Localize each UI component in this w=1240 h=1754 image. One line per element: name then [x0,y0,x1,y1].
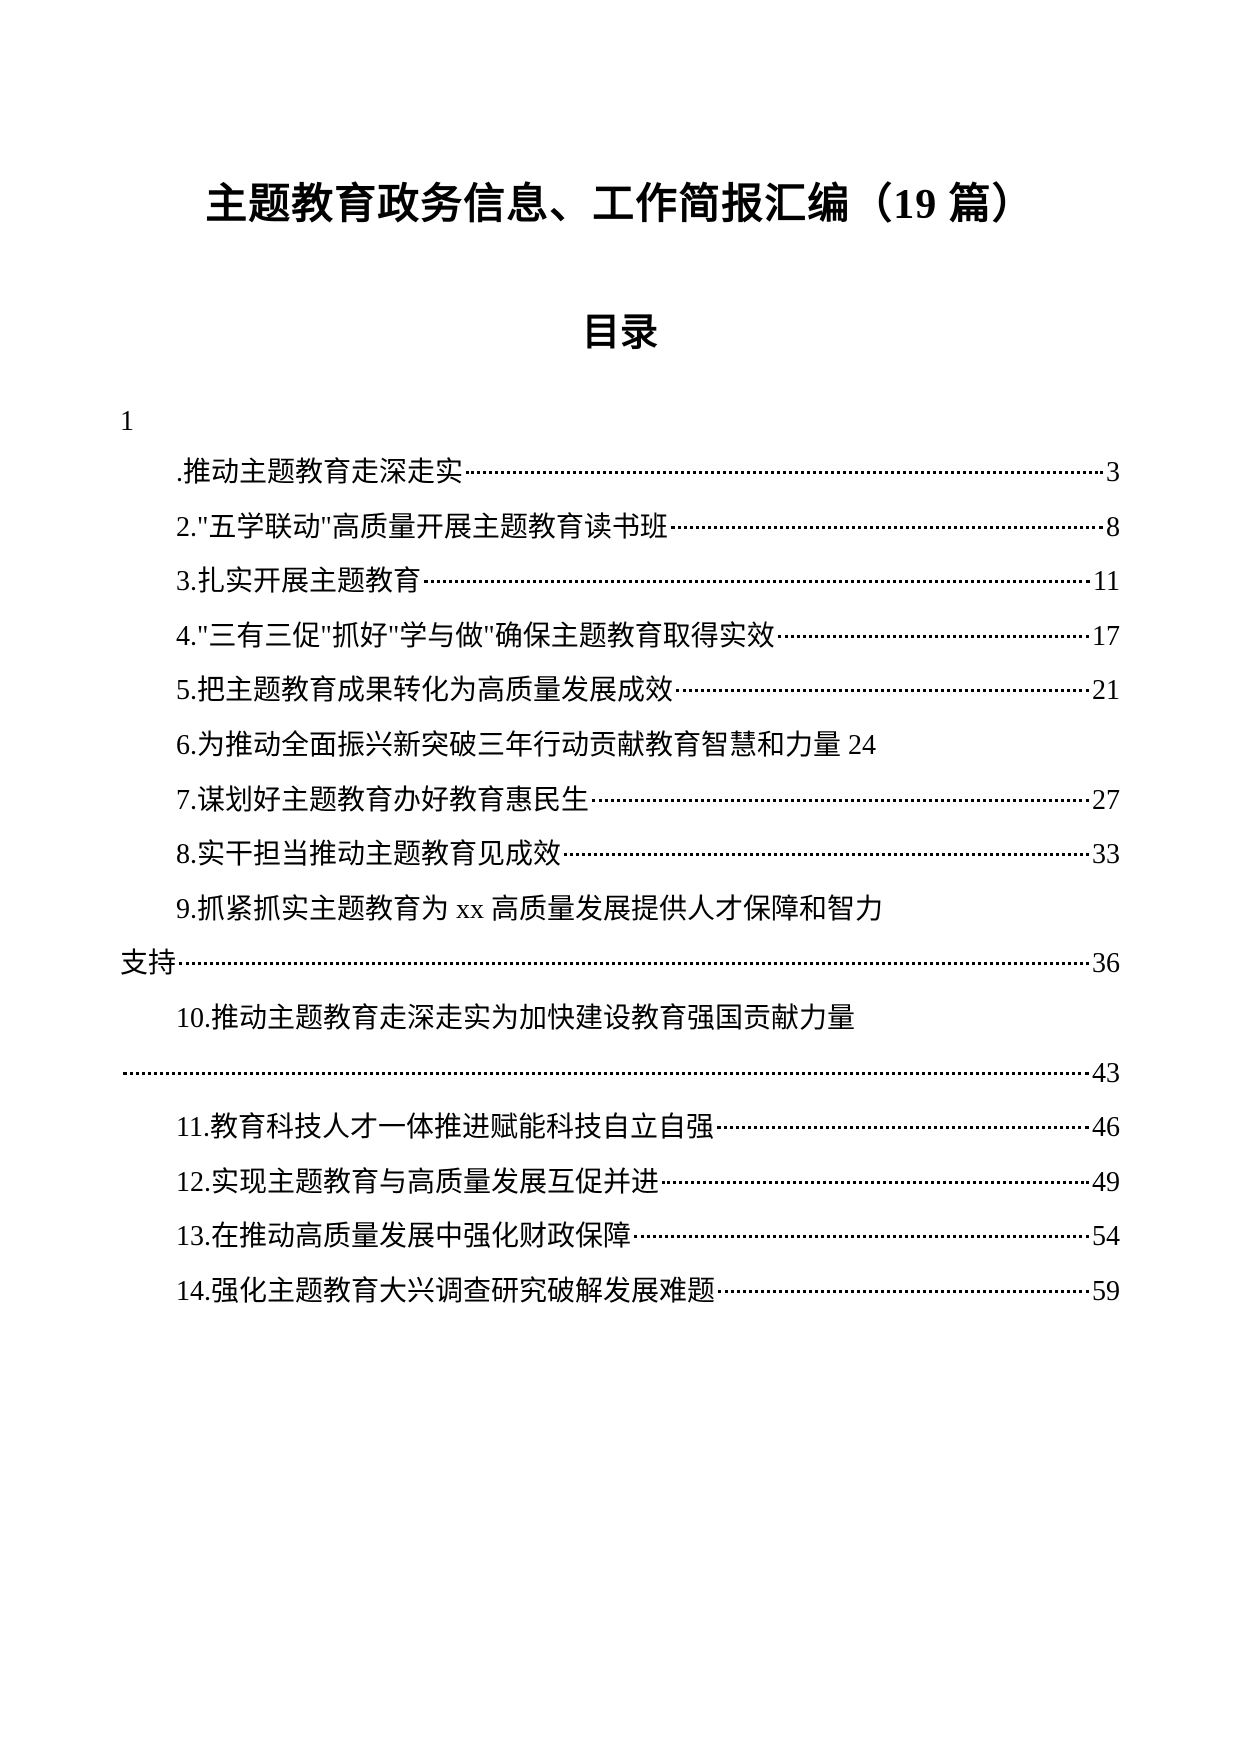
toc-page-number: 59 [1092,1265,1120,1320]
section-marker: 1 [120,406,1120,438]
toc-leader-dots [592,799,1089,802]
toc-entry-text: 2."五学联动"高质量开展主题教育读书班 [176,501,668,556]
toc-leader-dots [424,580,1090,583]
toc-page-number: 27 [1092,774,1120,829]
toc-leader-dots [662,1181,1089,1184]
toc-entry: 9.抓紧抓实主题教育为 xx 高质量发展提供人才保障和智力 [120,883,1120,938]
toc-entry: 10.推动主题教育走深走实为加快建设教育强国贡献力量 [120,992,1120,1047]
toc-entry-text: 9.抓紧抓实主题教育为 xx 高质量发展提供人才保障和智力 [176,883,883,938]
toc-entry-text: 支持 [120,937,176,992]
toc-heading: 目录 [120,301,1120,356]
toc-page-number: 17 [1092,610,1120,665]
toc-entry: 43 [120,1047,1120,1102]
toc-entry: 3.扎实开展主题教育 11 [120,555,1120,610]
toc-entry: 4."三有三促"抓好"学与做"确保主题教育取得实效 17 [120,610,1120,665]
toc-page-number: 49 [1092,1156,1120,1211]
document-title: 主题教育政务信息、工作简报汇编（19 篇） [120,170,1120,231]
toc-page-number: 43 [1092,1047,1120,1102]
toc-leader-dots [564,853,1089,856]
toc-entry-text: 5.把主题教育成果转化为高质量发展成效 [176,664,673,719]
toc-entry-text: .推动主题教育走深走实 [176,446,463,501]
toc-entry: 14.强化主题教育大兴调查研究破解发展难题 59 [120,1265,1120,1320]
toc-entry: 支持 36 [120,937,1120,992]
toc-page-number: 3 [1106,446,1120,501]
toc-leader-dots [634,1235,1089,1238]
toc-leader-dots [123,1072,1089,1075]
toc-leader-dots [778,635,1089,638]
toc-page-number: 54 [1092,1210,1120,1265]
toc-entry-text: 4."三有三促"抓好"学与做"确保主题教育取得实效 [176,610,775,665]
toc-entry: 12.实现主题教育与高质量发展互促并进 49 [120,1156,1120,1211]
toc-entry-text: 13.在推动高质量发展中强化财政保障 [176,1210,631,1265]
toc-entry: 2."五学联动"高质量开展主题教育读书班 8 [120,501,1120,556]
toc-entry: .推动主题教育走深走实 3 [120,446,1120,501]
toc-entry: 6.为推动全面振兴新突破三年行动贡献教育智慧和力量 24 [120,719,1120,774]
toc-entry-text: 8.实干担当推动主题教育见成效 [176,828,561,883]
toc-page-number: 8 [1106,501,1120,556]
toc-entry-text: 11.教育科技人才一体推进赋能科技自立自强 [176,1101,714,1156]
toc-list: .推动主题教育走深走实32."五学联动"高质量开展主题教育读书班83.扎实开展主… [120,446,1120,1320]
toc-entry: 8.实干担当推动主题教育见成效 33 [120,828,1120,883]
toc-page-number: 46 [1092,1101,1120,1156]
toc-page-number: 21 [1092,664,1120,719]
toc-entry: 7.谋划好主题教育办好教育惠民生 27 [120,774,1120,829]
toc-page-number: 36 [1092,937,1120,992]
toc-entry-text: 7.谋划好主题教育办好教育惠民生 [176,774,589,829]
toc-leader-dots [179,962,1089,965]
toc-page-number: 11 [1093,555,1120,610]
toc-entry-text: 10.推动主题教育走深走实为加快建设教育强国贡献力量 [176,992,855,1047]
toc-page-number: 33 [1092,828,1120,883]
toc-leader-dots [466,471,1103,474]
toc-leader-dots [671,526,1103,529]
toc-leader-dots [717,1126,1089,1129]
toc-entry-text: 3.扎实开展主题教育 [176,555,421,610]
toc-entry: 11.教育科技人才一体推进赋能科技自立自强 46 [120,1101,1120,1156]
toc-entry-text: 6.为推动全面振兴新突破三年行动贡献教育智慧和力量 24 [176,719,876,774]
toc-leader-dots [676,689,1089,692]
toc-entry-text: 12.实现主题教育与高质量发展互促并进 [176,1156,659,1211]
toc-entry: 5.把主题教育成果转化为高质量发展成效 21 [120,664,1120,719]
toc-entry: 13.在推动高质量发展中强化财政保障 54 [120,1210,1120,1265]
toc-leader-dots [718,1290,1089,1293]
toc-entry-text: 14.强化主题教育大兴调查研究破解发展难题 [176,1265,715,1320]
